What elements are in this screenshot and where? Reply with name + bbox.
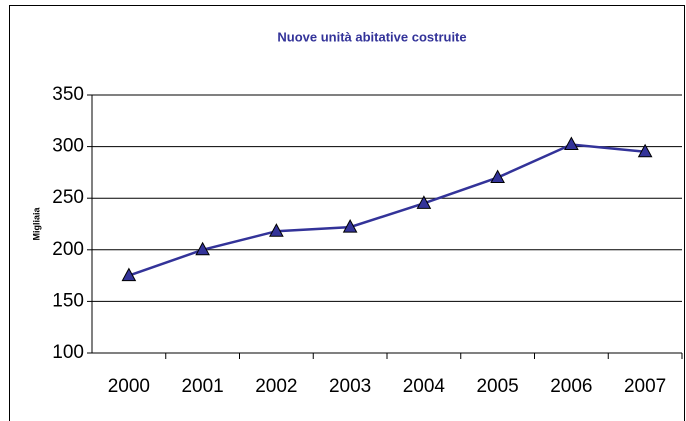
chart-title: Nuove unità abitative costruite (277, 29, 466, 44)
y-axis-label: Migliaia (31, 207, 41, 241)
x-tick-label: 2007 (624, 376, 666, 397)
data-point (490, 169, 505, 184)
x-tick-label: 2001 (181, 376, 223, 397)
x-tick-label: 2005 (476, 376, 518, 397)
y-tick-label: 350 (52, 84, 84, 105)
y-tick-label: 100 (52, 342, 84, 363)
x-tick-label: 2006 (550, 376, 592, 397)
chart-frame (9, 5, 685, 421)
y-tick-label: 300 (52, 136, 84, 157)
data-point (637, 143, 653, 158)
series-line (128, 143, 646, 277)
data-point (121, 267, 137, 282)
data-point (342, 219, 358, 233)
x-tick-label: 2004 (403, 376, 446, 397)
x-tick-label: 2002 (255, 376, 297, 397)
data-point (416, 195, 432, 209)
x-tick-label: 2003 (329, 376, 371, 397)
y-tick-label: 200 (52, 239, 84, 260)
x-tick-label: 2000 (108, 376, 150, 397)
y-tick-label: 250 (52, 187, 84, 208)
data-point (564, 136, 579, 151)
data-point (195, 241, 210, 256)
y-tick-label: 150 (52, 290, 84, 311)
data-point (269, 223, 284, 237)
